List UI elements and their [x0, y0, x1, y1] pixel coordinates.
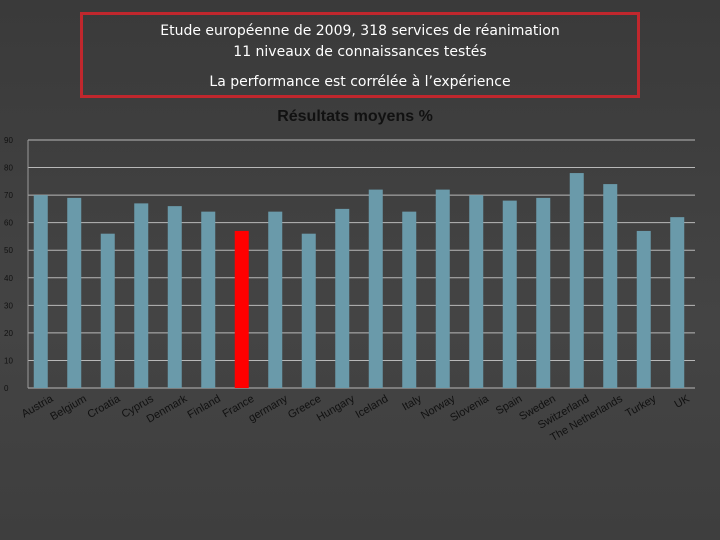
- x-category-label: Slovenia: [448, 392, 491, 424]
- bar: [234, 230, 249, 388]
- bar: [301, 233, 316, 388]
- bar: [335, 208, 350, 388]
- bar: [636, 230, 651, 388]
- bar: [402, 211, 417, 388]
- bar: [502, 200, 517, 388]
- bar: [67, 197, 82, 388]
- y-tick-label: 10: [4, 356, 13, 365]
- y-tick-label: 50: [4, 246, 13, 255]
- x-category-label: Finland: [186, 393, 223, 421]
- bar: [435, 189, 450, 388]
- bar: [536, 197, 551, 388]
- y-tick-label: 80: [4, 164, 13, 173]
- header-box: Etude européenne de 2009, 318 services d…: [80, 12, 640, 98]
- x-category-label: Hungary: [315, 393, 357, 424]
- bar: [167, 206, 182, 388]
- y-tick-label: 40: [4, 274, 13, 283]
- y-tick-label: 20: [4, 329, 13, 338]
- chart-title: Résultats moyens %: [277, 108, 433, 125]
- y-tick-label: 70: [4, 191, 13, 200]
- y-tick-label: 90: [4, 136, 13, 145]
- x-category-label: UK: [673, 393, 693, 411]
- y-tick-label: 60: [4, 219, 13, 228]
- bar: [368, 189, 383, 388]
- x-category-label: Belgium: [48, 393, 88, 423]
- bar: [469, 195, 484, 388]
- bar: [603, 184, 618, 388]
- bar: [201, 211, 216, 388]
- bar: [100, 233, 115, 388]
- bar: [268, 211, 283, 388]
- x-category-label: Turkey: [623, 393, 658, 420]
- y-tick-label: 0: [4, 384, 9, 393]
- header-levels-line: 11 niveaux de connaissances testés: [233, 44, 487, 60]
- header-performance-line: La performance est corrélée à l’expérien…: [209, 74, 511, 90]
- bar: [569, 173, 584, 388]
- x-category-label: Croatia: [86, 392, 123, 421]
- header-study-line: Etude européenne de 2009, 318 services d…: [160, 23, 560, 39]
- x-category-label: Iceland: [354, 393, 391, 421]
- bar: [670, 217, 685, 388]
- bar: [134, 203, 149, 388]
- bar: [33, 195, 48, 388]
- y-tick-label: 30: [4, 301, 13, 310]
- x-category-label: germany: [247, 393, 290, 425]
